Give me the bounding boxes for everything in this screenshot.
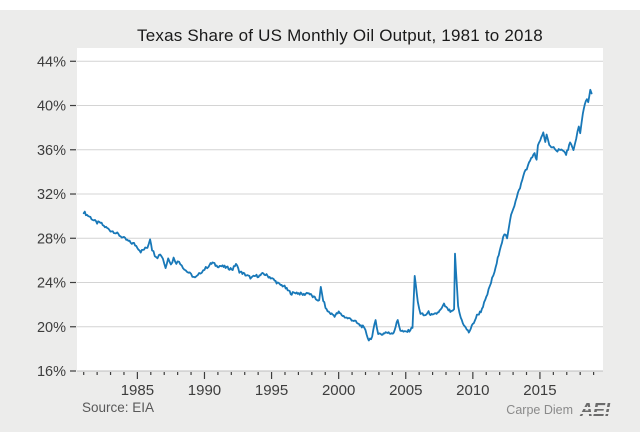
x-tick-label: 2010	[456, 382, 489, 399]
y-tick-label: 16%	[37, 364, 66, 380]
aei-logo-text: AEI	[579, 400, 610, 420]
y-tick-label: 20%	[37, 320, 66, 336]
plot-area	[77, 48, 603, 371]
y-tick-label: 32%	[37, 187, 66, 203]
source-note: Source: EIA	[82, 400, 155, 415]
y-tick-label: 44%	[37, 54, 66, 70]
branding: Carpe Diem AEI	[506, 401, 612, 419]
y-tick-label: 28%	[37, 231, 66, 247]
y-tick-label: 36%	[37, 143, 66, 159]
texas-share-line	[82, 88, 593, 342]
x-tick-label: 1995	[255, 382, 288, 399]
carpe-diem-label: Carpe Diem	[506, 403, 573, 417]
y-tick-label: 40%	[37, 99, 66, 115]
x-tick-label: 2015	[523, 382, 556, 399]
x-tick-label: 1985	[121, 382, 154, 399]
x-tick-label: 2005	[389, 382, 422, 399]
x-tick-label: 2000	[322, 382, 355, 399]
y-tick-label: 24%	[37, 276, 66, 292]
x-tick-label: 1990	[188, 382, 221, 399]
aei-logo: AEI	[577, 400, 612, 420]
chart-title: Texas Share of US Monthly Oil Output, 19…	[137, 26, 543, 45]
aei-logo-stripe	[577, 412, 612, 414]
aei-logo-stripe	[577, 407, 612, 409]
